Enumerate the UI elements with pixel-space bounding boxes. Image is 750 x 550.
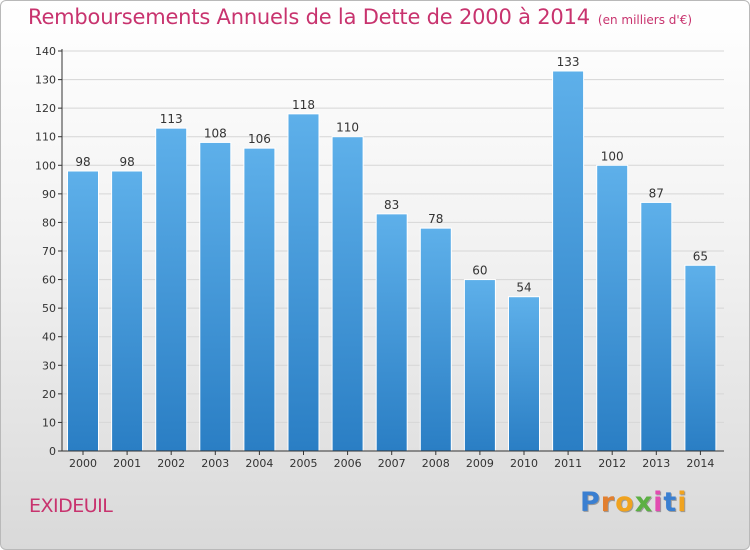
bar-value-label: 87 <box>649 186 664 200</box>
bar-value-label: 65 <box>693 249 708 263</box>
x-tick-label: 2001 <box>113 457 141 470</box>
chart-title: Remboursements Annuels de la Dette de 20… <box>28 5 590 29</box>
bar-2001 <box>111 170 144 452</box>
y-tick-label: 60 <box>42 274 56 287</box>
bar-2003 <box>199 141 232 452</box>
x-tick-label: 2000 <box>69 457 97 470</box>
bar-value-label: 60 <box>472 264 487 278</box>
bar-value-label: 133 <box>557 55 580 69</box>
y-tick-label: 40 <box>42 331 56 344</box>
bar-value-label: 106 <box>248 132 271 146</box>
bar-value-label: 108 <box>204 126 227 140</box>
bar-value-label: 54 <box>516 281 531 295</box>
bars <box>67 70 717 452</box>
y-tick-label: 70 <box>42 245 56 258</box>
chart-unit: (en milliers d'€) <box>597 13 693 27</box>
logo-letter: x <box>634 487 654 518</box>
bar-value-label: 118 <box>292 98 315 112</box>
x-tick-label: 2011 <box>554 457 582 470</box>
y-tick-label: 140 <box>35 45 56 58</box>
y-tick-label: 0 <box>49 445 56 458</box>
bar-2013 <box>640 201 673 452</box>
x-tick-label: 2008 <box>422 457 450 470</box>
city-name: EXIDEUIL <box>29 495 113 517</box>
y-tick-label: 100 <box>35 159 56 172</box>
bar-2005 <box>287 113 320 452</box>
x-tick-label: 2012 <box>598 457 626 470</box>
bar-value-label: 100 <box>601 149 624 163</box>
logo-letter: o <box>615 487 635 518</box>
y-tick-label: 30 <box>42 359 56 372</box>
bar-2004 <box>243 147 276 452</box>
x-tick-label: 2004 <box>245 457 273 470</box>
logo-letter: i <box>677 487 688 518</box>
y-tick-label: 110 <box>35 131 56 144</box>
bar-2008 <box>419 227 452 452</box>
bar-2007 <box>375 213 408 452</box>
x-tick-label: 2010 <box>510 457 538 470</box>
logo-letter: t <box>663 487 678 518</box>
y-tick-label: 90 <box>42 188 56 201</box>
bar-2006 <box>331 136 364 452</box>
bar-value-label: 98 <box>75 155 90 169</box>
bar-2014 <box>684 264 717 452</box>
bar-value-label: 113 <box>160 112 183 126</box>
y-tick-label: 130 <box>35 74 56 87</box>
bar-2000 <box>67 170 99 452</box>
bar-value-label: 83 <box>384 198 399 212</box>
x-tick-label: 2003 <box>201 457 229 470</box>
y-tick-label: 120 <box>35 102 56 115</box>
x-tick-label: 2006 <box>334 457 362 470</box>
y-tick-label: 80 <box>42 216 56 229</box>
bar-2012 <box>596 164 629 452</box>
bar-2009 <box>463 279 496 452</box>
logo-letter: r <box>600 487 616 518</box>
x-tick-label: 2009 <box>466 457 494 470</box>
bar-value-label: 78 <box>428 212 443 226</box>
axes: 0 10 20 30 40 50 60 70 80 90 100 110 120 130 140 2000 20… <box>35 45 724 470</box>
x-tick-label: 2014 <box>686 457 714 470</box>
x-tick-label: 2007 <box>378 457 406 470</box>
logo-letter: P <box>580 487 601 518</box>
bar-value-label: 110 <box>336 121 359 135</box>
y-tick-label: 20 <box>42 388 56 401</box>
logo-letter: i <box>653 487 664 518</box>
y-tick-label: 10 <box>42 416 56 429</box>
bar-2010 <box>508 296 540 452</box>
x-tick-label: 2002 <box>157 457 185 470</box>
bar-2011 <box>552 70 585 452</box>
bar-value-label: 98 <box>119 155 134 169</box>
chart-title-block: Remboursements Annuels de la Dette de 20… <box>28 5 692 29</box>
x-tick-label: 2005 <box>290 457 318 470</box>
proxiti-logo: Proxiti <box>580 487 688 518</box>
y-tick-label: 50 <box>42 302 56 315</box>
bar-2002 <box>155 127 188 452</box>
x-tick-label: 2013 <box>642 457 670 470</box>
data-labels: 98 98 113 108 106 118 110 83 78 60 54 133 100 87 65 <box>75 55 708 295</box>
